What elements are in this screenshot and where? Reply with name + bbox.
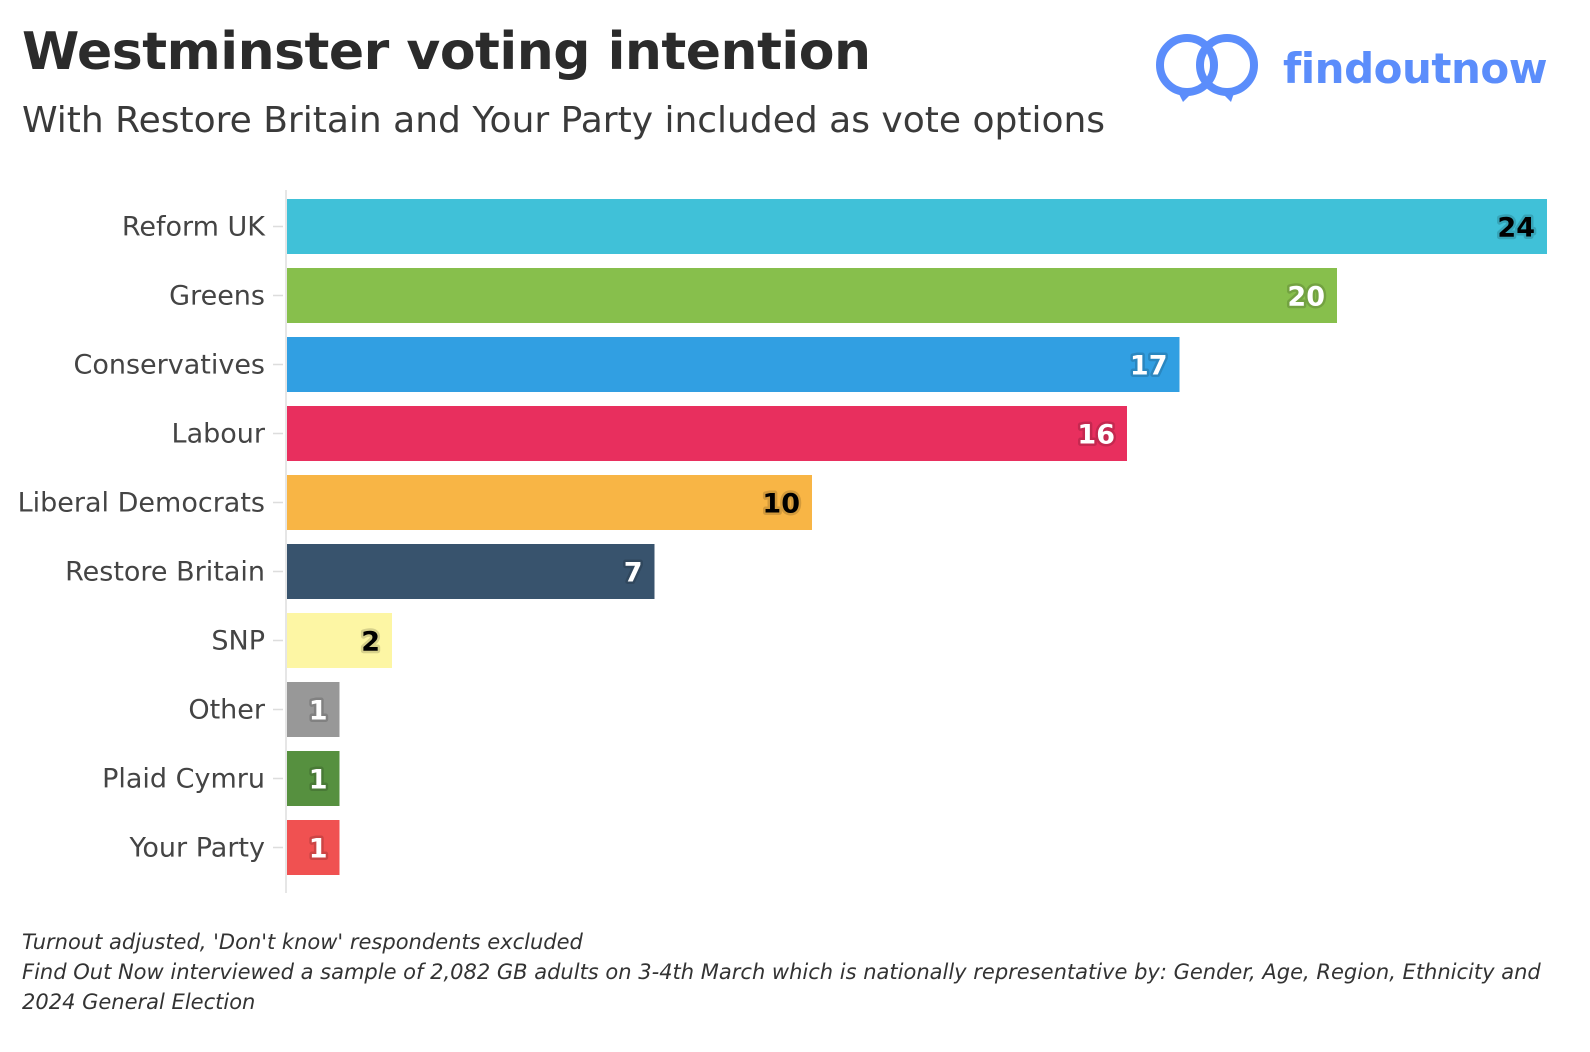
category-label: Labour [172,419,266,450]
bar [287,199,1547,254]
footnote-methodology-cont: 2024 General Election [22,990,256,1014]
category-label: Restore Britain [65,557,265,588]
bar [287,337,1180,392]
value-label: 1 [309,765,328,796]
value-label: 1 [309,696,328,727]
value-label: 17 [1130,351,1168,382]
category-label: Reform UK [122,212,266,243]
bar [287,268,1337,323]
value-label: 20 [1287,282,1325,313]
bar [287,820,340,875]
category-label: Plaid Cymru [102,764,265,795]
findoutnow-logo: findoutnow [1155,32,1548,104]
bar [287,682,340,737]
category-label: Liberal Democrats [18,488,265,519]
value-label: 2 [361,627,380,658]
value-label: 1 [309,834,328,865]
value-label: 24 [1497,213,1535,244]
category-label: Your Party [128,833,265,864]
chart-subtitle: With Restore Britain and Your Party incl… [22,100,1106,141]
bar [287,751,340,806]
footnote-methodology: Find Out Now interviewed a sample of 2,0… [22,960,1541,984]
value-label: 16 [1077,420,1115,451]
chart-title: Westminster voting intention [22,22,871,82]
bar [287,475,812,530]
bar [287,406,1127,461]
logo-rings-icon [1156,34,1258,102]
category-label: Conservatives [73,350,265,381]
footnote-turnout: Turnout adjusted, 'Don't know' responden… [22,930,583,954]
bar [287,613,392,668]
category-label: Greens [169,281,265,312]
category-label: Other [188,695,266,726]
category-label: SNP [211,626,265,657]
value-label: 7 [624,558,643,589]
logo-text: findoutnow [1283,43,1548,93]
value-label: 10 [762,489,800,520]
bar [287,544,655,599]
